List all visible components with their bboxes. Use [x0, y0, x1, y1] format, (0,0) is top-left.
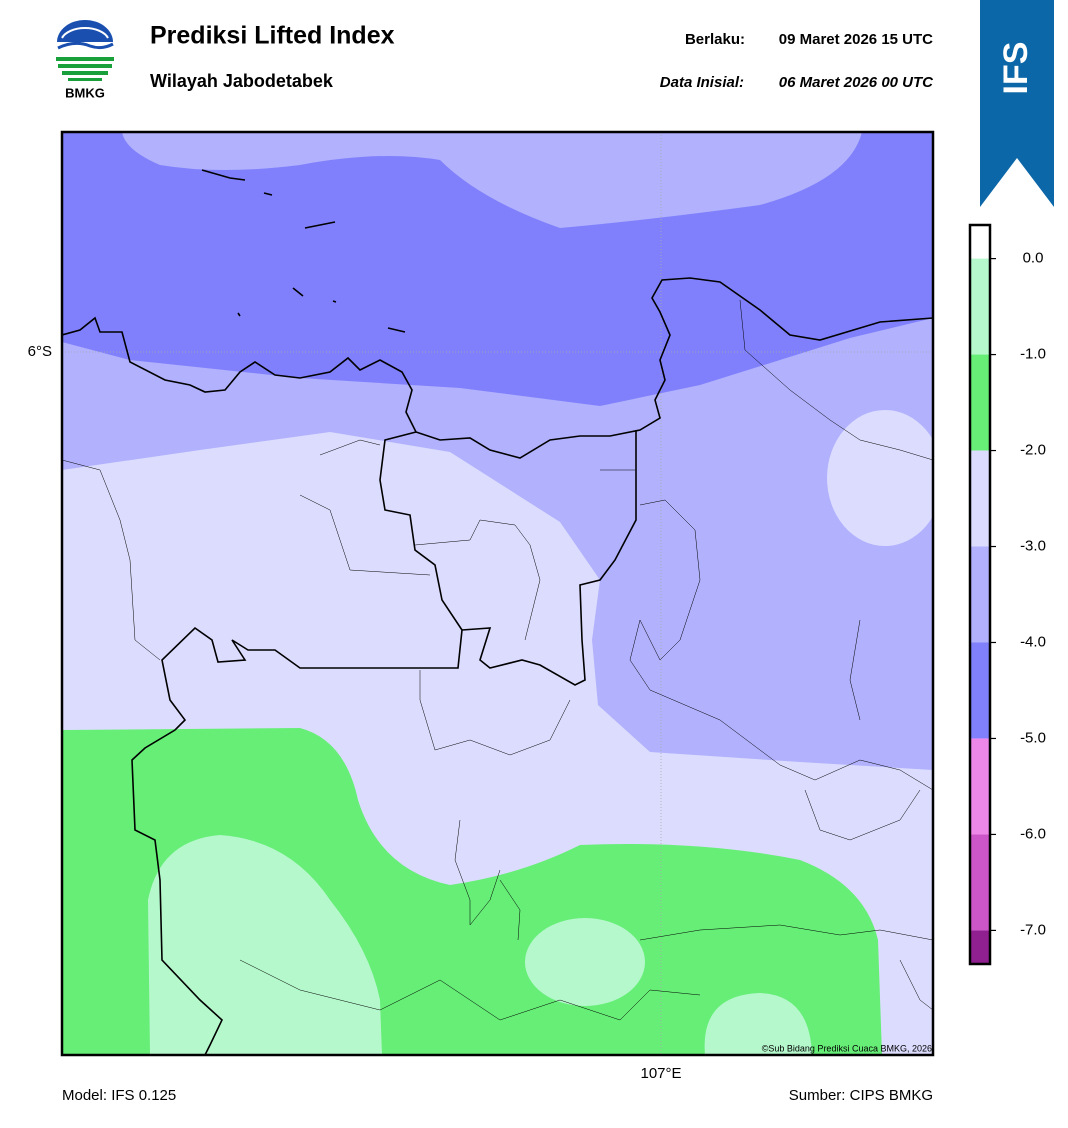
- valid-label: Berlaku:: [685, 31, 745, 48]
- lon-label: 107°E: [640, 1065, 681, 1082]
- colorbar-segment: [970, 225, 990, 259]
- colorbar-segment: [970, 738, 990, 835]
- colorbar-tick-label: 0.0: [1023, 250, 1044, 267]
- admin-boundary: [62, 299, 933, 1021]
- colorbar-tick-label: -1.0: [1020, 346, 1046, 363]
- logo: BMKG: [56, 20, 114, 100]
- init-label: Data Inisial:: [660, 74, 744, 91]
- colorbar-segment: [970, 642, 990, 739]
- footer-model: Model: IFS 0.125: [62, 1087, 176, 1104]
- colorbar-tick-label: -6.0: [1020, 825, 1046, 842]
- colorbar-segment: [970, 834, 990, 931]
- field: [704, 993, 812, 1055]
- colorbar-segment: [970, 354, 990, 451]
- badge-text: IFS: [997, 42, 1035, 95]
- colorbar: 0.0 -1.0 -2.0 -3.0 -4.0 -5.0 -6.0 -7.0: [968, 223, 1046, 966]
- island: [201, 169, 406, 333]
- field: [525, 918, 645, 1006]
- subtitle: Wilayah Jabodetabek: [150, 71, 334, 91]
- logo-text: BMKG: [65, 85, 105, 100]
- map-frame: [60, 130, 935, 1057]
- colorbar-tick-label: -4.0: [1020, 633, 1046, 650]
- colorbar-segment: [970, 930, 990, 964]
- title: Prediksi Lifted Index: [150, 22, 395, 50]
- colorbar-segment: [970, 546, 990, 643]
- coastline: [131, 431, 463, 1055]
- footer-source: Sumber: CIPS BMKG: [789, 1087, 933, 1104]
- field: [827, 410, 933, 546]
- valid-value: 09 Maret 2026 15 UTC: [779, 31, 933, 48]
- badge: [980, 0, 1054, 207]
- credit: ©Sub Bidang Prediksi Cuaca BMKG, 2026: [762, 1043, 932, 1053]
- colorbar-tick-label: -3.0: [1020, 537, 1046, 554]
- colorbar-segment: [970, 450, 990, 547]
- colorbar-segment: [970, 258, 990, 355]
- map: ©Sub Bidang Prediksi Cuaca BMKG, 2026: [62, 132, 933, 1055]
- coastline: [62, 277, 933, 459]
- field: [122, 132, 862, 228]
- lat-label: 6°S: [28, 343, 52, 360]
- coastline: [461, 430, 637, 686]
- colorbar-tick-label: -2.0: [1020, 442, 1046, 459]
- field: [148, 835, 382, 1055]
- colorbar-tick-label: -7.0: [1020, 921, 1046, 938]
- colorbar-frame: [968, 223, 992, 966]
- colorbar-tick-label: -5.0: [1020, 729, 1046, 746]
- init-value: 06 Maret 2026 00 UTC: [779, 74, 934, 91]
